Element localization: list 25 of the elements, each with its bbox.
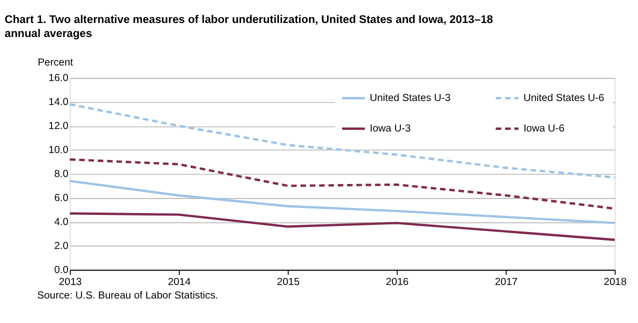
y-tick-label: 4.0 [54,217,69,228]
x-tick-label: 2018 [604,277,627,288]
y-tick-label: 2.0 [54,241,69,252]
legend-label: United States U-6 [523,92,605,104]
source-note: Source: U.S. Bureau of Labor Statistics. [37,290,218,302]
x-tick-label: 2014 [168,277,191,288]
legend-label: Iowa U-3 [370,123,412,134]
x-tick-label: 2013 [58,277,82,288]
line-series [68,180,616,224]
x-tick-label: 2017 [494,277,518,288]
legend-label: Iowa U-6 [523,123,565,134]
y-tick-label: 14.0 [48,97,69,108]
x-tick-label: 2015 [276,277,300,288]
y-tick-label: 16.0 [48,73,69,84]
line-series [68,212,616,241]
chart-title: Chart 1. Two alternative measures of labor underutilization, United States and Iowa, 2013–18 annual averages [4,14,493,40]
y-axis-title: Percent [38,57,74,68]
legend-label: United States U-3 [370,92,451,104]
y-tick-label: 10.0 [48,145,69,156]
y-tick-label: 12.0 [48,121,69,132]
y-tick-label: 0.0 [54,265,69,276]
y-tick-label: 6.0 [54,193,69,204]
x-tick-label: 2016 [386,277,409,288]
line-series [68,103,616,179]
y-tick-label: 8.0 [54,169,69,180]
